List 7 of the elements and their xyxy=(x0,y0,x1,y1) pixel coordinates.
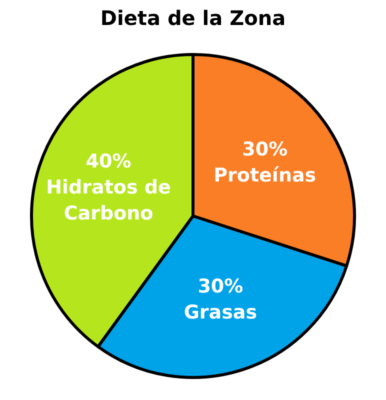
chart-title: Dieta de la Zona xyxy=(100,6,286,30)
data-label: 40% xyxy=(86,150,132,172)
slice-label: Proteínas xyxy=(214,164,316,187)
data-label: 30% xyxy=(198,275,244,298)
slice-label: Hidratos de Carbono xyxy=(46,176,171,224)
data-label: 30% xyxy=(242,138,288,161)
slice-label: Grasas xyxy=(184,301,258,324)
